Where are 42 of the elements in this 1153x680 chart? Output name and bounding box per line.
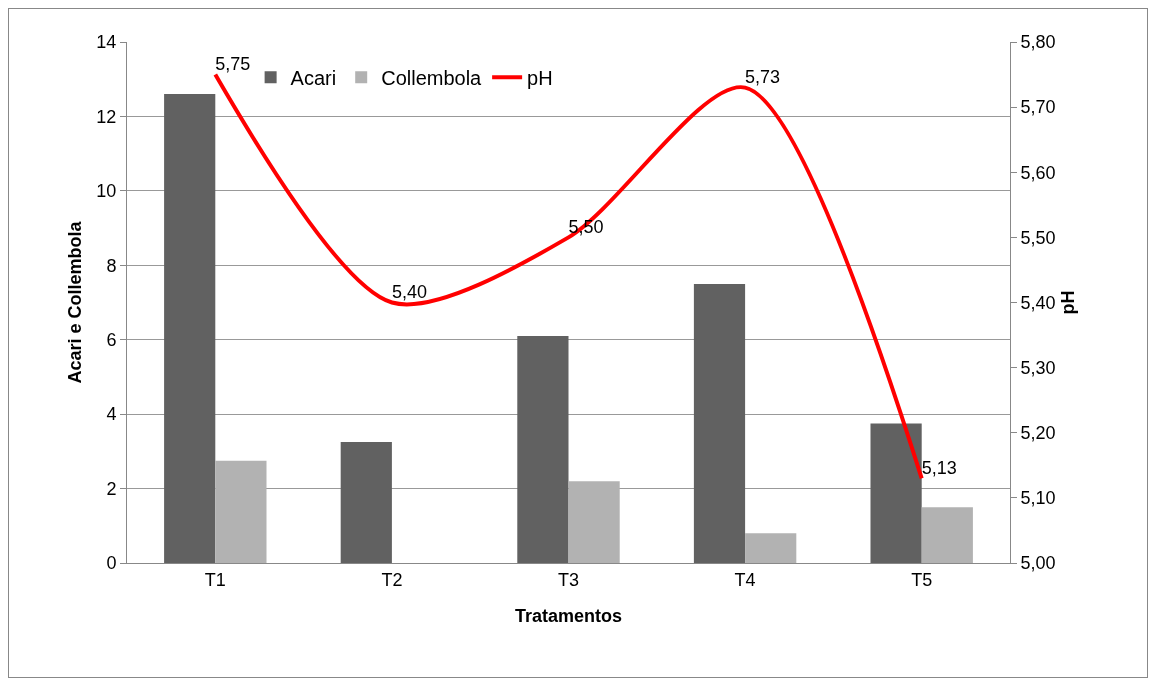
- y2-tick-label: 5,60: [1020, 162, 1056, 183]
- x-tick-label: T1: [204, 569, 226, 590]
- y2-tick-label: 5,50: [1020, 227, 1056, 248]
- legend-label: Collembola: [381, 66, 483, 89]
- bar: [340, 442, 392, 563]
- y-tick-label: 8: [106, 255, 117, 276]
- x-tick-label: T2: [381, 569, 403, 590]
- bar: [164, 94, 216, 563]
- data-label: 5,13: [921, 457, 957, 478]
- data-label: 5,75: [215, 54, 251, 75]
- y-tick-label: 0: [106, 553, 117, 574]
- y2-axis-title: pH: [1057, 290, 1078, 315]
- y2-tick-label: 5,70: [1020, 97, 1056, 118]
- bar: [745, 533, 797, 563]
- y-tick-label: 4: [106, 404, 117, 425]
- bar: [921, 507, 973, 563]
- data-label: 5,40: [391, 282, 427, 302]
- x-axis-title: Tratamentos: [514, 605, 623, 626]
- legend-label: pH: [527, 66, 553, 89]
- bar: [517, 335, 569, 563]
- y2-tick-label: 5,30: [1020, 357, 1056, 378]
- y2-tick-label: 5,10: [1020, 488, 1056, 509]
- y-tick-label: 14: [96, 32, 117, 53]
- y-axis-title: Acari e Collembola: [65, 220, 85, 384]
- bar: [693, 283, 746, 563]
- x-tick-label: T4: [734, 569, 756, 590]
- legend-label: Acari: [290, 66, 337, 89]
- x-tick-label: T3: [557, 569, 580, 590]
- y-tick-label: 6: [106, 330, 117, 351]
- x-tick-label: T5: [911, 569, 933, 590]
- bar: [215, 460, 267, 563]
- y-tick-label: 12: [96, 106, 117, 127]
- y2-tick-label: 5,40: [1020, 292, 1056, 313]
- y2-tick-label: 5,00: [1020, 553, 1056, 574]
- data-label: 5,73: [745, 67, 781, 88]
- y-tick-label: 2: [106, 478, 117, 499]
- bar: [568, 481, 620, 563]
- y-tick-label: 10: [96, 181, 117, 202]
- y2-tick-label: 5,20: [1020, 423, 1056, 444]
- line-series: [213, 72, 924, 481]
- bar: [870, 423, 922, 563]
- y2-tick-label: 5,80: [1020, 32, 1056, 53]
